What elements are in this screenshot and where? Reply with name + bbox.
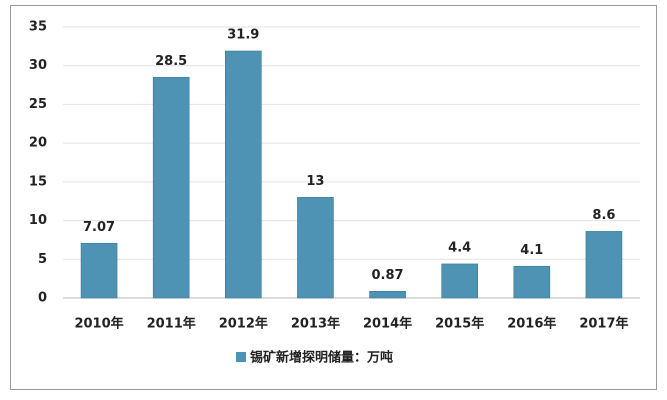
- legend-swatch: [236, 352, 246, 362]
- x-tick-label: 2014年: [363, 316, 412, 332]
- y-tick-label: 25: [29, 97, 47, 112]
- y-tick-label: 35: [29, 20, 47, 35]
- value-label: 28.5: [155, 54, 187, 69]
- bar: [225, 50, 262, 299]
- value-label: 4.4: [448, 240, 471, 255]
- value-label: 31.9: [227, 28, 259, 43]
- y-tick-label: 15: [29, 174, 47, 189]
- value-label: 8.6: [592, 208, 615, 223]
- bar: [369, 290, 406, 299]
- x-tick-label: 2016年: [507, 316, 556, 332]
- bar: [441, 263, 478, 299]
- x-tick-label: 2010年: [74, 316, 123, 332]
- bar: [513, 265, 551, 299]
- y-tick-label: 0: [38, 291, 47, 306]
- value-label: 0.87: [372, 268, 404, 283]
- bar: [585, 231, 623, 299]
- x-tick-label: 2012年: [219, 316, 268, 332]
- value-label: 7.07: [83, 220, 115, 235]
- x-tick-label: 2011年: [147, 316, 196, 332]
- bar: [80, 242, 118, 299]
- value-label: 13: [306, 174, 324, 189]
- y-tick-label: 30: [29, 58, 47, 73]
- x-tick-label: 2015年: [435, 316, 484, 332]
- y-tick-label: 5: [38, 252, 47, 267]
- bar: [297, 197, 334, 299]
- value-label: 4.1: [520, 243, 543, 258]
- x-tick-label: 2013年: [291, 316, 340, 332]
- legend-label: 锡矿新增探明储量：万吨: [250, 350, 393, 366]
- y-tick-label: 20: [29, 136, 47, 151]
- x-tick-label: 2017年: [579, 316, 628, 332]
- bar: [152, 77, 190, 299]
- y-tick-label: 10: [29, 213, 47, 228]
